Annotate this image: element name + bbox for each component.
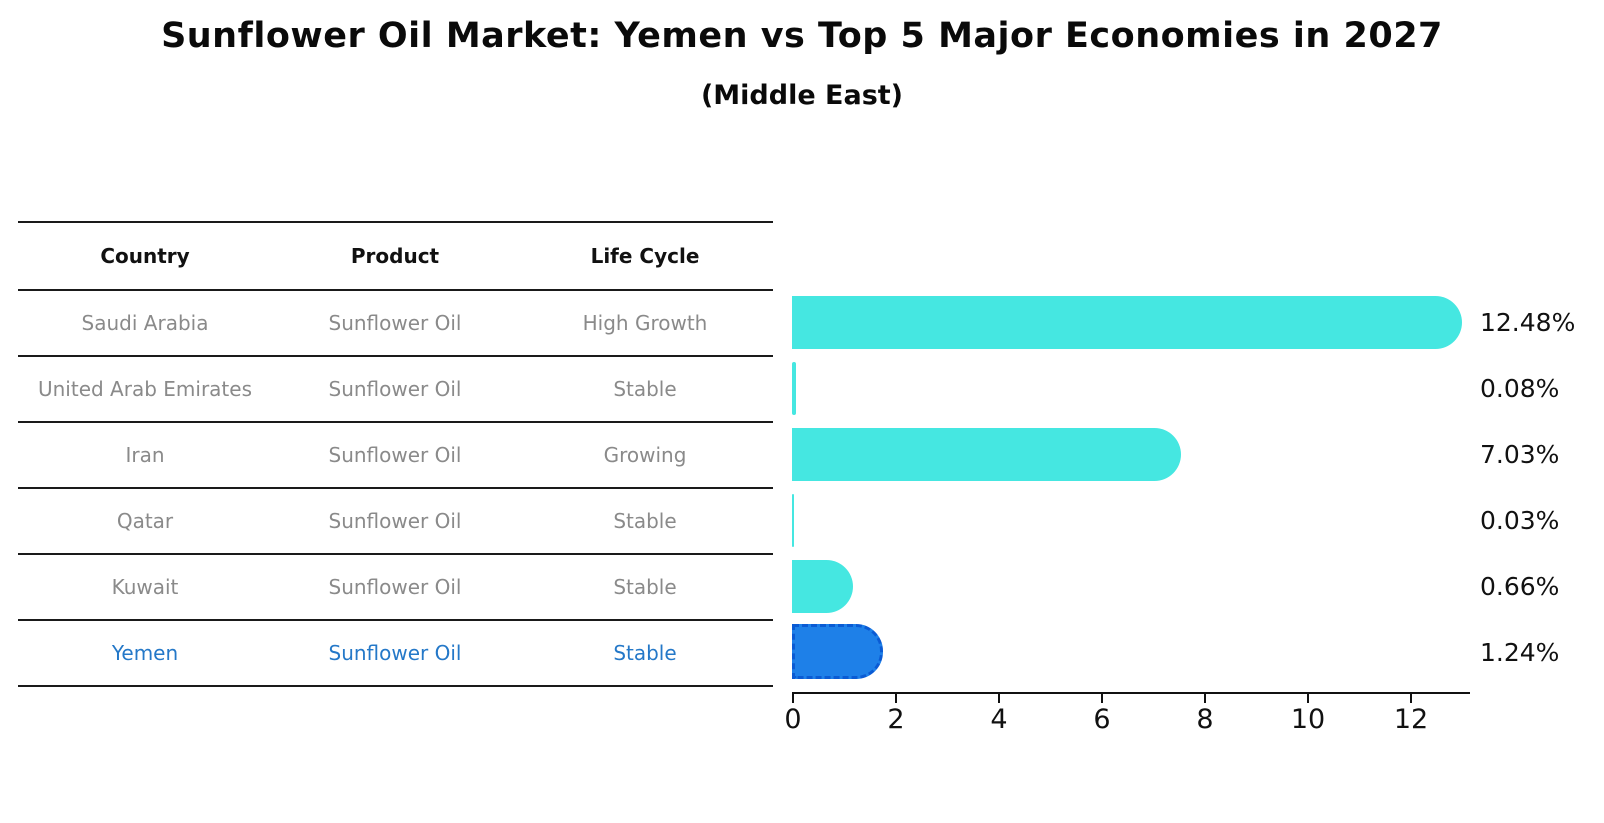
country-cell: Iran (125, 443, 165, 467)
row-rule-1 (18, 355, 773, 357)
table-header-rule (18, 289, 773, 291)
value-label: 0.03% (1480, 506, 1560, 535)
x-axis-tick (1101, 694, 1103, 703)
x-tick-label: 10 (1290, 704, 1326, 735)
x-axis-tick (792, 694, 794, 703)
country-cell: United Arab Emirates (37, 377, 252, 401)
life-cycle-cell: Stable (613, 575, 677, 599)
bar-saudi-arabia (792, 296, 1463, 349)
product-cell: Sunflower Oil (328, 311, 462, 335)
x-axis-tick (1410, 694, 1412, 703)
x-tick-label: 2 (887, 704, 905, 735)
country-cell: Yemen (111, 641, 179, 665)
x-axis-tick (1204, 694, 1206, 703)
bar-yemen-highlighted (792, 624, 883, 679)
bar-iran (792, 428, 1182, 481)
table-top-rule (18, 221, 773, 223)
column-header-country: Country (100, 244, 190, 268)
bar-qatar (792, 494, 794, 547)
table-row: Kuwait Sunflower Oil Stable 0.66% (0, 554, 1604, 620)
product-cell: Sunflower Oil (328, 377, 462, 401)
value-label: 12.48% (1480, 308, 1576, 337)
row-rule-2 (18, 421, 773, 423)
life-cycle-cell: Stable (613, 509, 677, 533)
x-tick-label: 8 (1196, 704, 1214, 735)
table-row: Iran Sunflower Oil Growing 7.03% (0, 422, 1604, 488)
x-axis-tick (895, 694, 897, 703)
x-axis-line (792, 692, 1470, 694)
x-axis-tick (998, 694, 1000, 703)
x-axis-tick (1307, 694, 1309, 703)
life-cycle-cell: Stable (613, 641, 677, 665)
bar-united-arab-emirates (792, 362, 797, 415)
column-header-product: Product (350, 244, 440, 268)
chart-subtitle: (Middle East) (700, 80, 904, 111)
row-rule-5 (18, 619, 773, 621)
life-cycle-cell: Stable (613, 377, 677, 401)
x-tick-label: 4 (990, 704, 1008, 735)
table-bottom-rule (18, 685, 773, 687)
product-cell: Sunflower Oil (328, 641, 462, 665)
life-cycle-cell: High Growth (582, 311, 708, 335)
x-tick-label: 0 (784, 704, 802, 735)
table-row-highlighted-yemen: Yemen Sunflower Oil Stable 1.24% (0, 620, 1604, 686)
x-tick-label: 6 (1093, 704, 1111, 735)
row-rule-4 (18, 553, 773, 555)
value-label: 1.24% (1480, 638, 1560, 667)
country-cell: Kuwait (111, 575, 179, 599)
table-row: Qatar Sunflower Oil Stable 0.03% (0, 488, 1604, 554)
table-row: United Arab Emirates Sunflower Oil Stabl… (0, 356, 1604, 422)
country-cell: Qatar (116, 509, 174, 533)
product-cell: Sunflower Oil (328, 443, 462, 467)
country-cell: Saudi Arabia (81, 311, 209, 335)
life-cycle-cell: Growing (603, 443, 687, 467)
table-row: Saudi Arabia Sunflower Oil High Growth 1… (0, 290, 1604, 356)
value-label: 7.03% (1480, 440, 1560, 469)
value-label: 0.66% (1480, 572, 1560, 601)
chart-title: Sunflower Oil Market: Yemen vs Top 5 Maj… (161, 16, 1443, 56)
x-tick-label: 12 (1393, 704, 1429, 735)
row-rule-3 (18, 487, 773, 489)
value-label: 0.08% (1480, 374, 1560, 403)
column-header-life-cycle: Life Cycle (590, 244, 700, 268)
product-cell: Sunflower Oil (328, 575, 462, 599)
product-cell: Sunflower Oil (328, 509, 462, 533)
bar-kuwait (792, 560, 854, 613)
